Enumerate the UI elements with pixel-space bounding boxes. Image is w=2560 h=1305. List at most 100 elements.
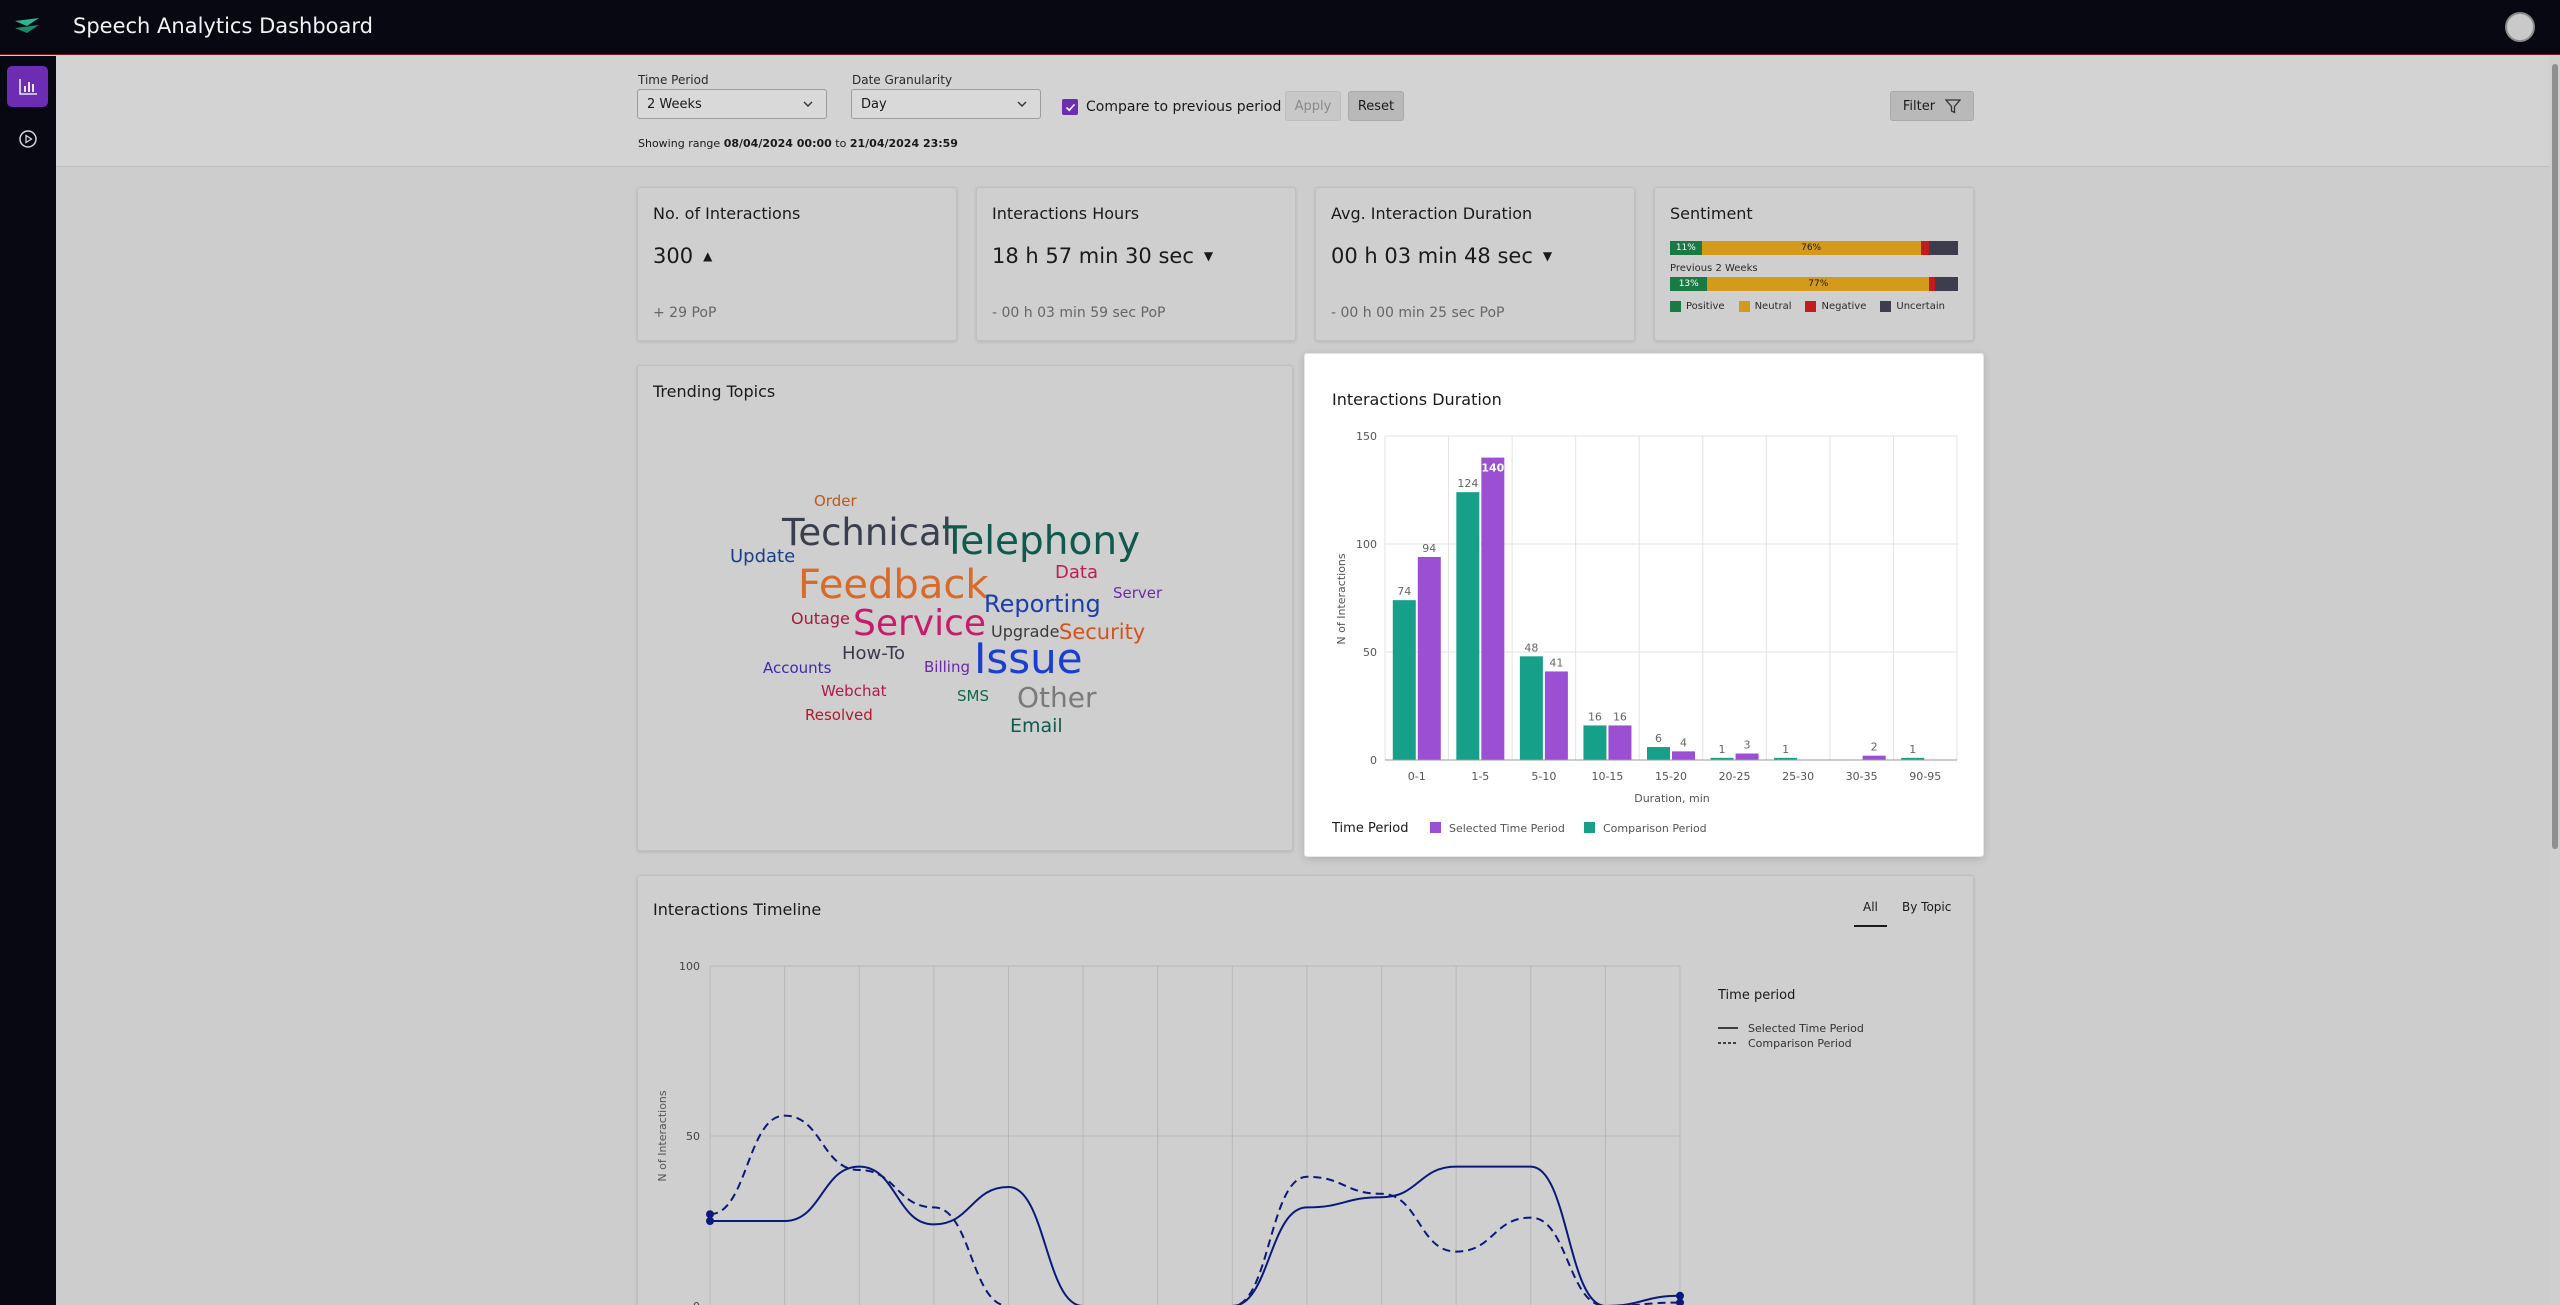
- sentiment-card: Sentiment 11% 76% Previous 2 Weeks 13% 7…: [1654, 187, 1974, 341]
- word-technical[interactable]: Technical: [782, 511, 952, 554]
- legend-swatch-comparison: [1584, 822, 1595, 833]
- duration-bar: [1647, 747, 1670, 760]
- duration-bar: [1417, 556, 1441, 760]
- sentiment-bar-previous[interactable]: 13% 77%: [1670, 277, 1958, 291]
- duration-legend-title: Time Period: [1331, 821, 1408, 836]
- legend-item: Neutral: [1738, 301, 1791, 312]
- compare-label: Compare to previous period: [1086, 99, 1282, 115]
- kpi-title: Interactions Hours: [992, 204, 1140, 223]
- word-resolved[interactable]: Resolved: [805, 706, 873, 724]
- trend-down-icon: ▼: [1542, 249, 1553, 263]
- duration-bar: [1544, 671, 1568, 760]
- y-tick-label: 50: [686, 1130, 700, 1143]
- word-update[interactable]: Update: [730, 546, 796, 567]
- time-period-select[interactable]: 2 Weeks: [637, 89, 827, 119]
- sentiment-title: Sentiment: [1670, 204, 1753, 223]
- filter-button-label: Filter: [1902, 98, 1936, 114]
- sentiment-negative-segment: [1929, 277, 1935, 291]
- word-reporting[interactable]: Reporting: [984, 590, 1101, 618]
- bar-value-label: 6: [1655, 732, 1662, 745]
- word-webchat[interactable]: Webchat: [821, 682, 887, 700]
- granularity-select[interactable]: Day: [851, 89, 1041, 119]
- bar-value-label: 48: [1524, 641, 1538, 654]
- trend-up-icon: ▲: [703, 249, 713, 263]
- word-how-to[interactable]: How-To: [842, 643, 906, 664]
- compare-checkbox[interactable]: [1062, 99, 1078, 115]
- bar-chart-icon: [18, 78, 37, 95]
- kpi-card-avg-duration: Avg. Interaction Duration 00 h 03 min 48…: [1315, 187, 1635, 341]
- word-email[interactable]: Email: [1010, 715, 1063, 737]
- filter-button[interactable]: Filter: [1890, 91, 1974, 121]
- kpi-value-text: 300: [653, 244, 694, 268]
- duration-chart-card[interactable]: Interactions Duration 74 94 124 140 48 41 16 16…: [1304, 353, 1984, 857]
- bar-value-label: 2: [1871, 741, 1878, 754]
- user-avatar[interactable]: [2505, 12, 2535, 42]
- trending-title: Trending Topics: [653, 382, 776, 401]
- sentiment-previous-label: Previous 2 Weeks: [1670, 263, 1758, 274]
- scrollbar-thumb[interactable]: [2552, 64, 2558, 849]
- comparison-series-line: [709, 1114, 1681, 1305]
- bar-value-label: 94: [1422, 542, 1436, 555]
- chevron-down-icon: [803, 101, 813, 107]
- kpi-pop: - 00 h 03 min 59 sec PoP: [992, 305, 1166, 321]
- word-upgrade[interactable]: Upgrade: [991, 622, 1060, 641]
- kpi-value: 18 h 57 min 30 sec ▼: [992, 244, 1213, 268]
- y-tick-label: 50: [1363, 646, 1377, 659]
- kpi-value: 300 ▲: [653, 244, 712, 268]
- tab-all[interactable]: All: [1863, 900, 1878, 914]
- word-outage[interactable]: Outage: [791, 609, 850, 628]
- range-to: to: [835, 137, 847, 150]
- time-period-label: Time Period: [638, 73, 709, 87]
- range-end: 21/04/2024 23:59: [849, 137, 958, 150]
- reset-button[interactable]: Reset: [1348, 91, 1404, 121]
- word-other[interactable]: Other: [1017, 681, 1097, 714]
- app-logo-icon[interactable]: [13, 15, 41, 39]
- bar-value-label: 124: [1457, 477, 1478, 490]
- sentiment-bar-current[interactable]: 11% 76%: [1670, 241, 1958, 255]
- series-endpoint-marker: [706, 1217, 714, 1225]
- word-feedback[interactable]: Feedback: [798, 562, 989, 608]
- word-service[interactable]: Service: [853, 603, 987, 644]
- word-data[interactable]: Data: [1055, 562, 1098, 583]
- timeline-line-chart: 0 50 100 N of Interactions Time period Sel…: [656, 960, 1864, 1305]
- bar-value-label: 41: [1549, 656, 1563, 669]
- apply-button[interactable]: Apply: [1285, 91, 1341, 121]
- x-tick-label: 1-5: [1471, 770, 1489, 783]
- trend-down-icon: ▼: [1203, 249, 1214, 263]
- chevron-down-icon: [1017, 101, 1027, 107]
- player-nav-button[interactable]: [7, 118, 48, 159]
- word-server[interactable]: Server: [1113, 584, 1163, 602]
- word-security[interactable]: Security: [1059, 620, 1146, 644]
- side-rail: [0, 56, 56, 1305]
- word-issue[interactable]: Issue: [974, 634, 1083, 683]
- active-tab-indicator: [1854, 925, 1887, 927]
- bar-value-label: 1: [1782, 743, 1789, 756]
- word-telephony[interactable]: Telephony: [943, 519, 1141, 564]
- x-tick-label: 25-30: [1782, 770, 1814, 783]
- granularity-label: Date Granularity: [852, 73, 953, 87]
- timeline-card: Interactions Timeline All By Topic 0 50 10…: [637, 875, 1974, 1305]
- word-accounts[interactable]: Accounts: [763, 659, 832, 677]
- dashboard-nav-button[interactable]: [7, 66, 48, 107]
- duration-bar: [1862, 755, 1886, 760]
- x-tick-label: 15-20: [1655, 770, 1687, 783]
- legend-item: Negative: [1805, 301, 1866, 312]
- funnel-icon: [1945, 98, 1962, 114]
- x-tick-label: 10-15: [1591, 770, 1623, 783]
- word-sms[interactable]: SMS: [957, 687, 989, 705]
- bar-value-label: 1: [1719, 743, 1726, 756]
- y-tick-label: 100: [1356, 538, 1377, 551]
- kpi-pop: + 29 PoP: [653, 305, 717, 321]
- top-bar: Speech Analytics Dashboard: [0, 0, 2560, 55]
- compare-checkbox-row[interactable]: Compare to previous period: [1062, 97, 1281, 117]
- tab-by-topic[interactable]: By Topic: [1902, 900, 1952, 914]
- legend-item: Uncertain: [1880, 301, 1945, 312]
- play-circle-icon: [18, 129, 37, 148]
- app-title: Speech Analytics Dashboard: [73, 14, 373, 38]
- word-order[interactable]: Order: [814, 492, 857, 510]
- timeline-title: Interactions Timeline: [653, 900, 822, 919]
- kpi-pop: - 00 h 00 min 25 sec PoP: [1331, 305, 1505, 321]
- bar-value-label: 16: [1588, 710, 1602, 723]
- word-billing[interactable]: Billing: [924, 658, 970, 676]
- series-endpoint-marker: [706, 1210, 714, 1219]
